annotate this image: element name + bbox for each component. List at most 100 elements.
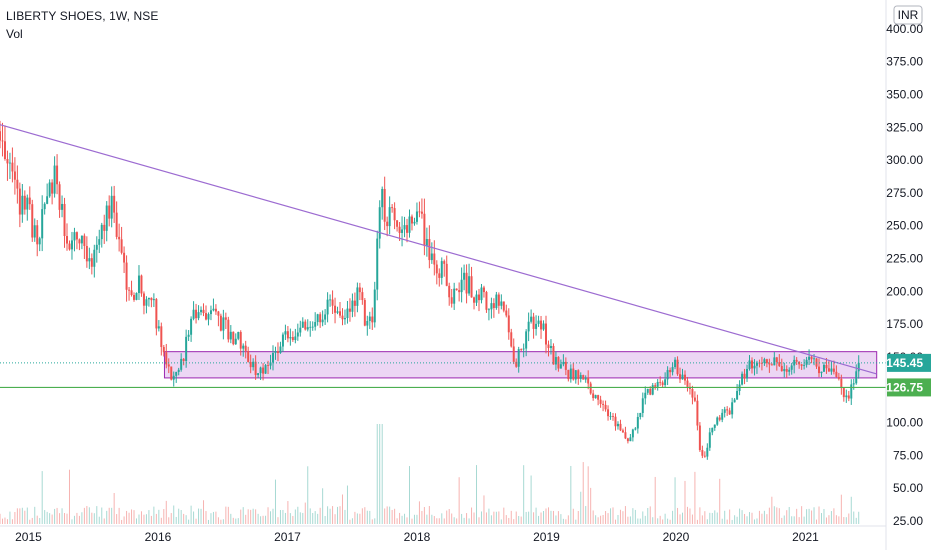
candle[interactable]	[572, 362, 575, 381]
candle[interactable]	[760, 356, 763, 371]
candle[interactable]	[592, 389, 595, 401]
candle[interactable]	[75, 231, 78, 250]
candle[interactable]	[808, 349, 811, 365]
candle[interactable]	[840, 374, 843, 395]
candle[interactable]	[152, 293, 155, 307]
candle[interactable]	[242, 343, 245, 357]
candle[interactable]	[822, 362, 825, 372]
candle[interactable]	[654, 382, 657, 390]
candle[interactable]	[237, 331, 240, 341]
candle[interactable]	[731, 397, 734, 419]
candle[interactable]	[683, 370, 686, 385]
candle[interactable]	[594, 394, 597, 399]
candle[interactable]	[291, 331, 294, 342]
candle[interactable]	[790, 363, 793, 375]
candle[interactable]	[582, 374, 585, 380]
candle[interactable]	[239, 330, 242, 356]
candle[interactable]	[696, 394, 699, 431]
candle[interactable]	[281, 332, 284, 352]
candle[interactable]	[78, 238, 81, 251]
candle[interactable]	[435, 260, 438, 285]
candle[interactable]	[301, 317, 304, 328]
candle[interactable]	[36, 219, 39, 257]
candle[interactable]	[363, 298, 366, 327]
candle[interactable]	[262, 363, 265, 381]
candle[interactable]	[736, 384, 739, 400]
candle[interactable]	[619, 419, 622, 432]
candle[interactable]	[316, 313, 319, 326]
candle[interactable]	[56, 154, 59, 195]
candle[interactable]	[348, 298, 351, 322]
candle[interactable]	[768, 358, 771, 373]
candle[interactable]	[703, 451, 706, 458]
candle[interactable]	[847, 390, 850, 402]
candle[interactable]	[686, 376, 689, 392]
candle[interactable]	[214, 304, 217, 315]
candle[interactable]	[621, 428, 624, 433]
candle[interactable]	[366, 315, 369, 336]
candle[interactable]	[584, 375, 587, 383]
candle[interactable]	[604, 400, 607, 412]
candle[interactable]	[517, 346, 520, 373]
candle[interactable]	[88, 247, 91, 270]
candle[interactable]	[520, 348, 523, 352]
candle[interactable]	[378, 200, 381, 249]
candle[interactable]	[651, 383, 654, 396]
candle[interactable]	[681, 368, 684, 380]
candle[interactable]	[326, 292, 329, 323]
candle[interactable]	[3, 125, 6, 161]
candle[interactable]	[708, 427, 711, 451]
currency-badge[interactable]: INR	[893, 5, 923, 25]
candle[interactable]	[16, 165, 19, 204]
candle[interactable]	[522, 343, 525, 358]
candle[interactable]	[798, 361, 801, 369]
candle[interactable]	[269, 354, 272, 370]
candle[interactable]	[728, 407, 731, 415]
candle[interactable]	[825, 357, 828, 374]
candle[interactable]	[473, 296, 476, 310]
candle[interactable]	[468, 263, 471, 296]
candle[interactable]	[688, 382, 691, 395]
candle[interactable]	[641, 392, 644, 418]
candle[interactable]	[331, 290, 334, 314]
candle[interactable]	[190, 316, 193, 342]
candle[interactable]	[118, 223, 121, 252]
candle[interactable]	[567, 369, 570, 382]
candle[interactable]	[691, 385, 694, 405]
candle[interactable]	[98, 229, 101, 254]
candle[interactable]	[259, 366, 262, 380]
candle[interactable]	[726, 406, 729, 416]
candle[interactable]	[597, 394, 600, 406]
candle[interactable]	[552, 343, 555, 365]
symbol-title[interactable]: LIBERTY SHOES, 1W, NSE	[6, 9, 159, 23]
candle[interactable]	[227, 316, 230, 343]
candle[interactable]	[83, 233, 86, 259]
candle[interactable]	[810, 355, 813, 364]
candle[interactable]	[770, 363, 773, 366]
candle[interactable]	[314, 312, 317, 331]
candle[interactable]	[547, 340, 550, 357]
candle[interactable]	[485, 290, 488, 313]
candle[interactable]	[612, 412, 615, 421]
candle[interactable]	[500, 294, 503, 310]
candle[interactable]	[763, 357, 766, 366]
candle[interactable]	[636, 412, 639, 434]
candle[interactable]	[492, 298, 495, 318]
candle[interactable]	[286, 326, 289, 343]
candle[interactable]	[165, 343, 168, 369]
candle[interactable]	[445, 255, 448, 287]
candle[interactable]	[276, 342, 279, 362]
candle[interactable]	[6, 150, 9, 181]
candle[interactable]	[530, 309, 533, 324]
candle[interactable]	[257, 373, 260, 378]
candle[interactable]	[785, 365, 788, 378]
candle[interactable]	[440, 257, 443, 285]
candle[interactable]	[358, 282, 361, 301]
candle[interactable]	[195, 303, 198, 324]
candle[interactable]	[803, 359, 806, 370]
candle[interactable]	[795, 357, 798, 365]
candle[interactable]	[820, 371, 823, 378]
candle[interactable]	[497, 292, 500, 314]
candle[interactable]	[63, 197, 66, 248]
candle[interactable]	[741, 371, 744, 386]
